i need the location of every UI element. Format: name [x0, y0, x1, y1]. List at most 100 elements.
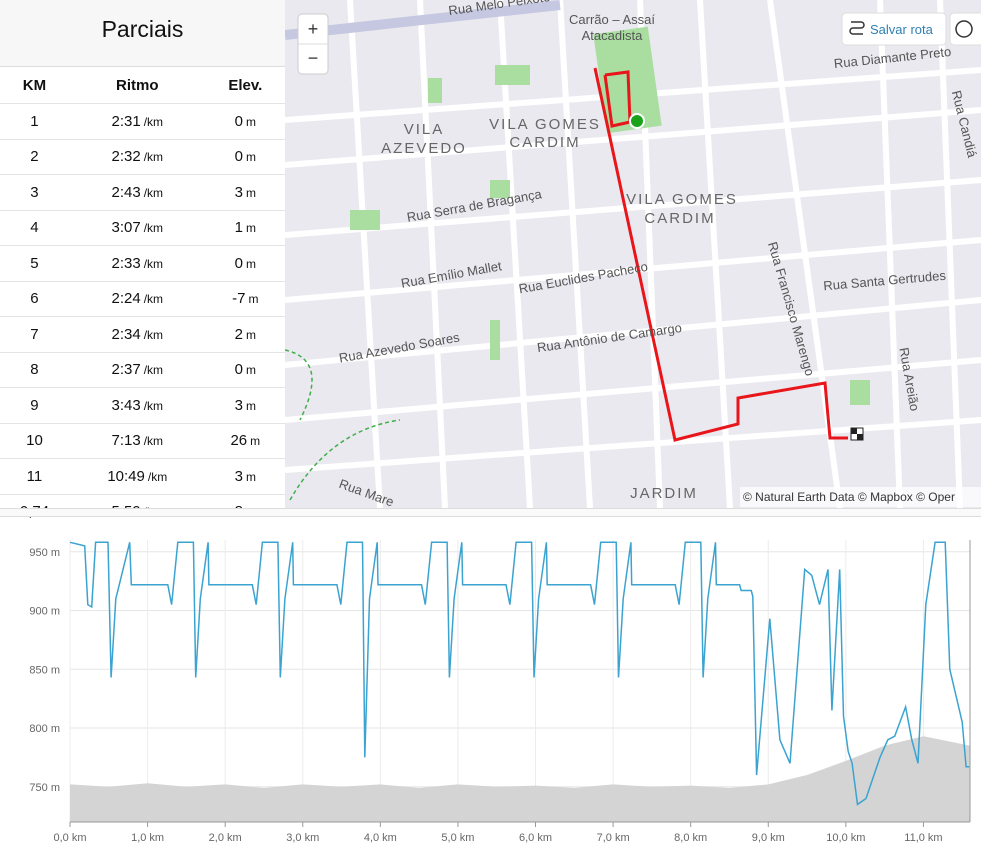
km-cell: 5 [0, 245, 69, 281]
table-body: 1 2:31/km 0 m 2 2:32/km 0 m 3 2:43/km 3 m 4 3:07/km 1 m… [0, 103, 285, 529]
save-route-label[interactable]: Salvar rota [870, 22, 934, 37]
y-tick-label: 800 m [29, 723, 60, 735]
x-tick-label: 5,0 km [441, 832, 474, 844]
attribution: © Natural Earth Data © Mapbox © Oper [743, 490, 955, 504]
pace: 2:31 [111, 112, 141, 130]
pace: 2:37 [111, 361, 141, 379]
x-tick-label: 9,0 km [752, 832, 785, 844]
pace-cell: 3:07/km [68, 209, 206, 246]
elev-unit: m [245, 256, 256, 271]
map-label: JARDIM [630, 485, 698, 502]
elev-cell: 26 m [205, 422, 285, 459]
pace-cell: 2:43/km [68, 174, 206, 210]
street [285, 177, 981, 238]
km-cell: 8 [0, 351, 69, 388]
x-tick-label: 11,0 km [904, 832, 942, 844]
y-tick-label: 950 m [29, 547, 60, 559]
zoom-in[interactable]: + [308, 19, 319, 39]
elev-unit: m [245, 363, 256, 378]
start-marker [629, 113, 645, 129]
x-tick-label: 8,0 km [674, 832, 707, 844]
column-header: KM [0, 66, 69, 104]
elev-unit: m [245, 469, 256, 484]
elev: 0 [234, 361, 243, 379]
elev-unit: m [245, 150, 256, 165]
pace-cell: 2:32/km [68, 138, 206, 175]
map-label: Atacadista [582, 28, 643, 43]
km-cell: 1 [0, 103, 69, 139]
split-row: 1 2:31/km 0 m [0, 103, 285, 139]
elevation-line [69, 541, 970, 806]
x-tick-label: 1,0 km [131, 832, 164, 844]
km-cell: 11 [0, 458, 69, 494]
pace-cell: 10:49/km [68, 458, 206, 494]
elev: 0 [234, 112, 243, 130]
elev: 1 [234, 219, 243, 237]
zoom-out[interactable]: − [308, 48, 319, 68]
elev: 26 [230, 432, 248, 450]
x-tick-label: 10,0 km [826, 832, 865, 844]
pace-unit: /km [143, 256, 164, 271]
map-label: CARDIM [644, 210, 715, 227]
km-cell: 9 [0, 387, 69, 423]
elev: 2 [234, 325, 243, 343]
elevation-chart: 750 m 800 m 850 m 900 m 950 m 0,0 km 1,0 km 2,0… [29, 540, 971, 844]
street [285, 417, 981, 473]
split-row: 6 2:24/km -7 m [0, 280, 285, 317]
pace: 2:34 [111, 325, 141, 343]
ground-area [70, 736, 970, 822]
splits-table: KM Ritmo Elev. 1 2:31/km 0 m 2 2:32/km 0 m 3 2:43/k… [0, 66, 285, 529]
route [593, 67, 848, 442]
street [347, 0, 383, 508]
km-cell: 10 [0, 422, 69, 459]
pace-cell: 2:24/km [68, 280, 206, 317]
km-cell: 2 [0, 138, 69, 175]
pace-cell: 2:33/km [68, 245, 206, 281]
column-header: Ritmo [68, 66, 206, 104]
elev-unit: m [245, 398, 256, 413]
pace-unit: /km [143, 221, 164, 236]
resize-handle[interactable] [0, 508, 981, 517]
download-icon [955, 20, 973, 38]
street [285, 297, 981, 368]
pace-unit: /km [143, 434, 164, 449]
y-tick-label: 900 m [29, 606, 60, 618]
pace-unit: /km [143, 292, 164, 307]
map-label: Carrão – Assaí [569, 12, 655, 27]
street [285, 357, 981, 423]
km-cell: 7 [0, 316, 69, 352]
pace-unit: /km [143, 327, 164, 342]
x-tick-label: 0,0 km [53, 832, 86, 844]
street [937, 0, 963, 508]
finish-marker [850, 427, 864, 441]
download-button[interactable] [949, 12, 981, 46]
route-icon [849, 21, 865, 35]
map-label: VILA GOMES [626, 191, 738, 208]
km-cell: 6 [0, 280, 69, 317]
pace-cell: 2:37/km [68, 351, 206, 388]
splits-panel: Parciais KM Ritmo Elev. 1 2:31/km 0 m 2 2:32/km… [0, 0, 285, 529]
elev: 0 [234, 254, 243, 272]
elev-unit: m [250, 434, 261, 449]
railway [285, 0, 561, 40]
column-header: Elev. [205, 66, 285, 104]
pace: 2:24 [111, 290, 141, 308]
map-label: AZEVEDO [381, 140, 467, 157]
split-row: 4 3:07/km 1 m [0, 209, 285, 246]
pace-cell: 2:31/km [68, 103, 206, 139]
street [877, 0, 903, 508]
elev: -7 [232, 290, 246, 308]
save-route-button[interactable] [841, 12, 947, 46]
km-cell: 3 [0, 174, 69, 210]
pace-cell: 3:43/km [68, 387, 206, 423]
pace: 2:32 [111, 148, 141, 166]
map-label: VILA GOMES [489, 116, 601, 133]
map-label: CARDIM [509, 134, 580, 151]
